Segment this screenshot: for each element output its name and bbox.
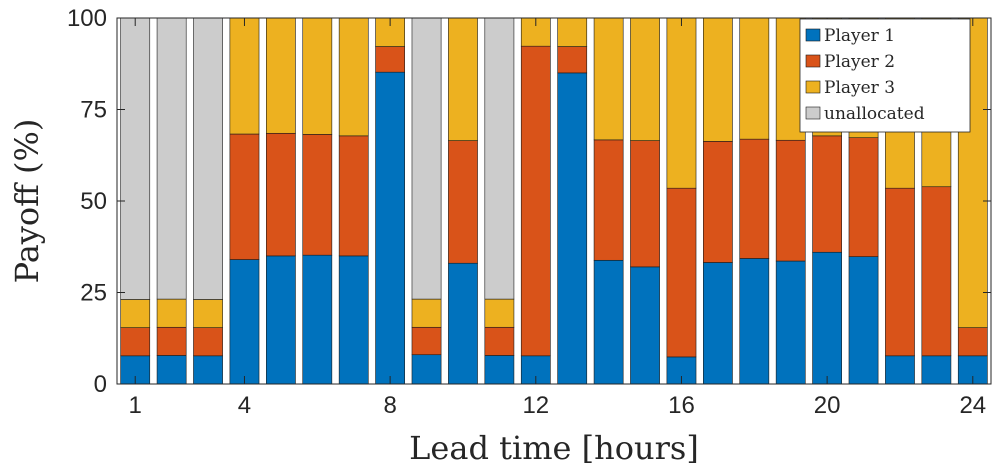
bar-player-2-19 bbox=[775, 139, 806, 262]
bar-player-2-18 bbox=[739, 138, 770, 259]
bar-player-3-15 bbox=[630, 17, 660, 141]
legend: Player 1 Player 2 Player 3 unallocated bbox=[799, 18, 971, 133]
bar-player-2-23 bbox=[921, 186, 952, 357]
bar-player-2-12 bbox=[520, 45, 551, 357]
bar-player-2-1 bbox=[120, 327, 151, 357]
bar-player-3-4 bbox=[229, 17, 260, 135]
bar-player-2-9 bbox=[411, 326, 442, 356]
legend-box bbox=[799, 18, 971, 133]
legend-swatch-player-3 bbox=[805, 80, 821, 94]
legend-swatch-player-1 bbox=[805, 28, 821, 42]
bar-player-3-18 bbox=[739, 17, 770, 140]
bar-player-3-5 bbox=[266, 17, 296, 134]
bar-player-1-21 bbox=[848, 256, 879, 385]
y-tick-label-100: 100 bbox=[67, 5, 107, 32]
legend-swatch-player-2 bbox=[805, 54, 821, 68]
legend-label-player-2: Player 2 bbox=[824, 52, 895, 72]
x-tick-label-1: 1 bbox=[129, 392, 142, 419]
ticks-layer: 0 25 50 75 100 1 4 8 12 16 20 24 bbox=[67, 5, 991, 419]
x-tick-label-8: 8 bbox=[383, 392, 396, 419]
bar-player-1-4 bbox=[229, 259, 260, 385]
bar-unallocated-2 bbox=[156, 17, 187, 300]
y-tick-label-50: 50 bbox=[80, 188, 107, 215]
bar-player-1-13 bbox=[557, 72, 588, 385]
x-tick-label-16: 16 bbox=[668, 392, 695, 419]
bar-player-2-11 bbox=[484, 326, 515, 356]
bar-player-2-7 bbox=[338, 135, 369, 257]
legend-swatch-unallocated bbox=[805, 106, 821, 120]
bar-player-2-20 bbox=[812, 135, 842, 253]
bar-player-2-17 bbox=[703, 141, 733, 263]
x-axis-title: Lead time [hours] bbox=[409, 429, 699, 467]
bar-player-2-10 bbox=[448, 140, 478, 264]
bar-player-3-6 bbox=[302, 17, 333, 135]
y-axis-title: Payoff (%) bbox=[8, 119, 46, 284]
bar-player-1-2 bbox=[156, 355, 187, 385]
bar-player-3-13 bbox=[557, 17, 588, 47]
x-tick-label-20: 20 bbox=[814, 392, 841, 419]
bar-player-2-21 bbox=[848, 137, 879, 257]
legend-label-unallocated: unallocated bbox=[824, 104, 925, 124]
bar-player-2-13 bbox=[557, 46, 588, 74]
bar-player-2-5 bbox=[266, 132, 296, 257]
bar-player-1-17 bbox=[703, 262, 733, 385]
bar-player-3-10 bbox=[448, 17, 478, 141]
bar-player-3-17 bbox=[703, 17, 733, 142]
bar-unallocated-9 bbox=[411, 17, 442, 300]
bar-player-2-4 bbox=[229, 133, 260, 260]
x-tick-label-12: 12 bbox=[522, 392, 549, 419]
bar-player-1-18 bbox=[739, 258, 770, 385]
bar-player-2-6 bbox=[302, 134, 333, 256]
y-tick-label-75: 75 bbox=[80, 97, 107, 124]
bar-player-3-14 bbox=[593, 17, 624, 141]
bar-unallocated-3 bbox=[193, 17, 223, 300]
bar-player-2-2 bbox=[156, 326, 187, 356]
bar-player-1-7 bbox=[338, 255, 369, 385]
bar-player-2-15 bbox=[630, 140, 660, 268]
bar-player-1-9 bbox=[411, 354, 442, 385]
bar-unallocated-11 bbox=[484, 17, 515, 300]
legend-label-player-1: Player 1 bbox=[824, 26, 895, 46]
bar-player-2-16 bbox=[666, 187, 697, 358]
bar-player-2-8 bbox=[375, 46, 405, 73]
bar-player-3-1 bbox=[120, 299, 151, 328]
legend-items: Player 1 Player 2 Player 3 unallocated bbox=[805, 26, 925, 124]
bar-player-3-2 bbox=[156, 298, 187, 328]
bar-player-1-3 bbox=[193, 355, 223, 385]
bar-player-1-5 bbox=[266, 255, 296, 385]
bar-player-3-11 bbox=[484, 298, 515, 328]
y-tick-label-25: 25 bbox=[80, 280, 107, 307]
bar-player-2-22 bbox=[885, 187, 915, 357]
bar-player-3-16 bbox=[666, 17, 697, 189]
bar-player-1-23 bbox=[921, 355, 952, 385]
bar-player-1-15 bbox=[630, 266, 660, 385]
bar-unallocated-1 bbox=[120, 17, 151, 300]
bar-player-1-20 bbox=[812, 251, 842, 385]
bar-player-1-14 bbox=[593, 259, 624, 385]
bar-player-1-6 bbox=[302, 254, 333, 385]
bar-player-3-3 bbox=[193, 299, 223, 328]
bar-player-1-8 bbox=[375, 71, 405, 385]
bar-player-1-10 bbox=[448, 262, 478, 385]
y-tick-label-0: 0 bbox=[94, 371, 107, 398]
bar-player-1-19 bbox=[775, 260, 806, 385]
bar-player-3-9 bbox=[411, 298, 442, 328]
x-tick-label-24: 24 bbox=[959, 392, 986, 419]
bar-player-2-3 bbox=[193, 327, 223, 357]
bar-player-2-14 bbox=[593, 139, 624, 261]
bar-player-1-22 bbox=[885, 355, 915, 385]
bar-player-2-24 bbox=[957, 327, 988, 357]
legend-label-player-3: Player 3 bbox=[824, 78, 895, 98]
x-tick-label-4: 4 bbox=[238, 392, 251, 419]
bar-player-3-7 bbox=[338, 17, 369, 137]
bar-player-1-11 bbox=[484, 355, 515, 385]
